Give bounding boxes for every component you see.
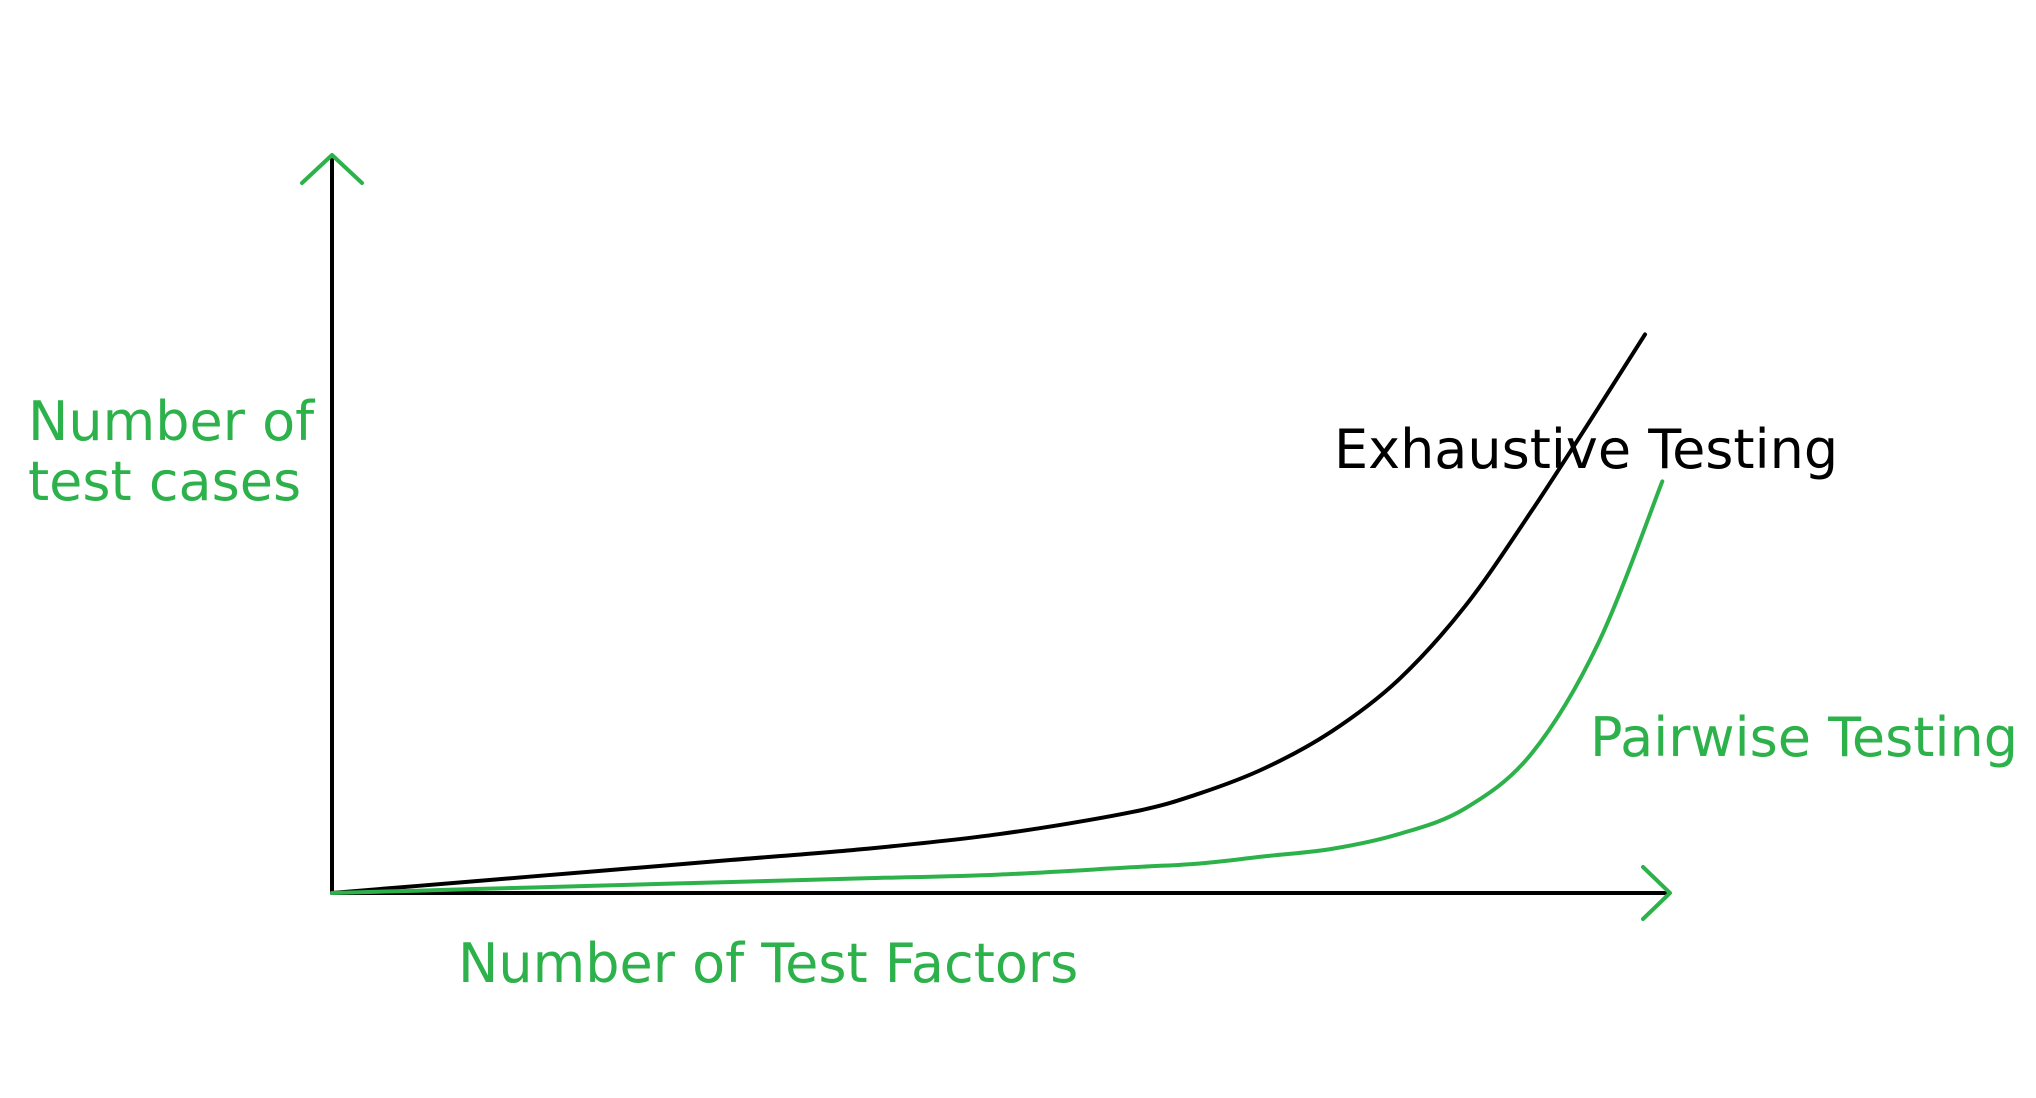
- series-line-exhaustive: [330, 332, 1647, 895]
- x-axis-label: Number of Test Factors: [458, 932, 1079, 995]
- series-line-pairwise: [330, 479, 1665, 895]
- series-label-pairwise: Pairwise Testing: [1590, 706, 2018, 769]
- axes: [300, 153, 1672, 921]
- plot-lines: [330, 332, 1665, 895]
- y-axis-label-line-1: Number of: [28, 390, 315, 453]
- y-axis-label: Number of test cases: [28, 390, 315, 514]
- y-axis-label-line-2: test cases: [28, 450, 302, 514]
- series-label-exhaustive: Exhaustive Testing: [1334, 418, 1839, 481]
- x-axis-arrow: [1641, 865, 1672, 921]
- y-axis-arrow: [300, 153, 364, 185]
